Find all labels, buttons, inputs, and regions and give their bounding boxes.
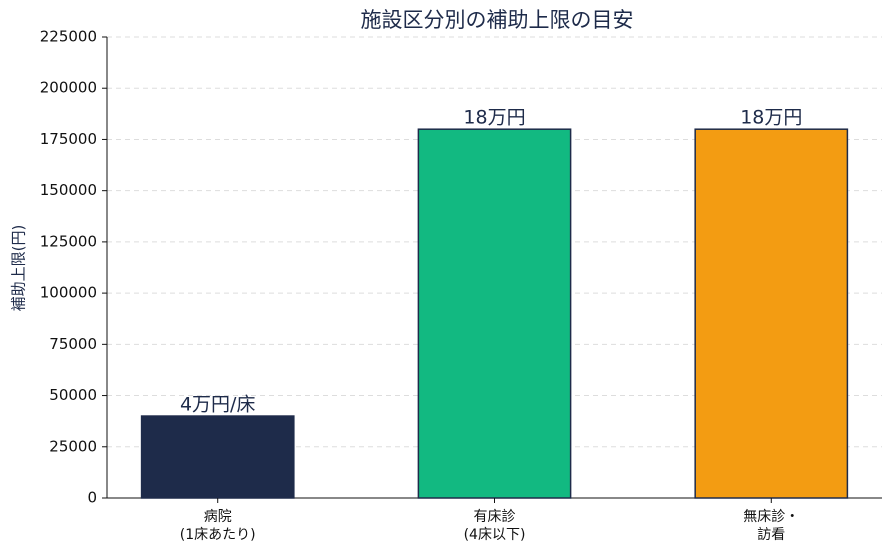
y-tick-label: 100000 bbox=[40, 284, 97, 302]
bar bbox=[140, 415, 295, 499]
value-label: 4万円/床 bbox=[180, 394, 256, 416]
y-tick-label: 225000 bbox=[40, 28, 97, 46]
bar bbox=[694, 128, 849, 499]
y-tick-label: 75000 bbox=[49, 335, 97, 353]
value-label: 18万円 bbox=[463, 107, 525, 129]
x-tick-label: 病院 (1床あたり) bbox=[179, 509, 256, 543]
bar bbox=[417, 128, 572, 499]
x-tick-label: 有床診 (4床以下) bbox=[463, 509, 526, 543]
y-tick-label: 25000 bbox=[49, 437, 97, 455]
y-tick-label: 125000 bbox=[40, 232, 97, 250]
y-axis-label: 補助上限(円) bbox=[10, 225, 28, 312]
y-tick-label: 200000 bbox=[40, 79, 97, 97]
chart-title: 施設区分別の補助上限の目安 bbox=[361, 8, 634, 32]
x-tick-label: 無床診・ 訪看 bbox=[743, 509, 800, 543]
y-tick-label: 0 bbox=[87, 489, 97, 507]
y-tick-label: 150000 bbox=[40, 181, 97, 199]
y-tick-label: 50000 bbox=[49, 386, 97, 404]
y-tick-label: 175000 bbox=[40, 130, 97, 148]
value-label: 18万円 bbox=[740, 107, 802, 129]
